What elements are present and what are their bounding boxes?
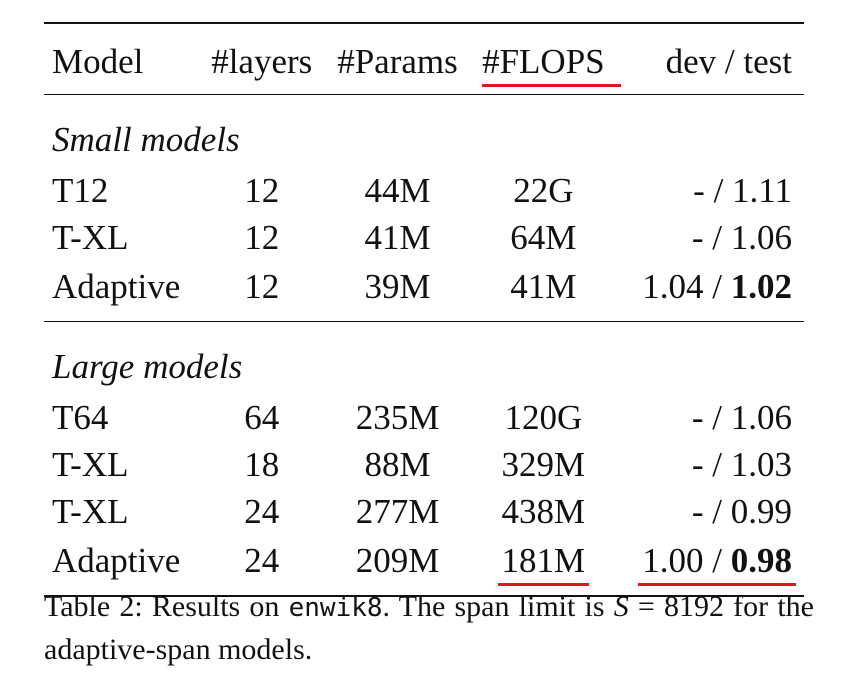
table-row: T12 12 44M 22G - / 1.11 [44, 167, 804, 214]
table-body: Small models T12 12 44M 22G - / 1.11 T-XL 12 41M… [44, 94, 804, 596]
caption-symbol: S [613, 590, 629, 623]
dev-value: - [691, 445, 704, 484]
results-table: Model #layers #Params #FLOPS dev / test … [44, 22, 804, 597]
cell-layers: 18 [244, 445, 280, 484]
header-flops-label: #FLOPS [482, 41, 621, 87]
caption-dataset: enwik8 [288, 593, 383, 623]
cell-dev-test: - / 1.06 [616, 394, 804, 441]
cell-dev-test: - / 0.99 [616, 488, 804, 535]
cell-flops: 329M [470, 441, 616, 488]
cell-params: 44M [364, 171, 431, 210]
cell-model: Adaptive [52, 266, 181, 306]
test-value: 1.02 [730, 266, 792, 306]
test-value: 1.06 [730, 398, 792, 437]
table-row: Adaptive 24 209M 181M 1.00 / 0.98 [44, 535, 804, 596]
cell-params: 209M [355, 540, 440, 580]
score-wrap: - / 1.11 [693, 171, 792, 210]
cell-layers: 64 [244, 398, 280, 437]
test-value: 0.98 [730, 540, 792, 580]
cell-dev-test: - / 1.11 [616, 167, 804, 214]
group-row: Small models [44, 94, 804, 168]
cell-flops: 64M [470, 214, 616, 261]
cell-flops-value: 41M [510, 266, 577, 306]
test-value: 1.03 [730, 445, 792, 484]
table-row: T64 64 235M 120G - / 1.06 [44, 394, 804, 441]
cell-layers: 24 [244, 492, 280, 531]
group-label: Small models [52, 120, 240, 159]
cell-flops: 41M [470, 261, 616, 322]
cell-params: 41M [364, 218, 431, 257]
cell-dev-test: 1.00 / 0.98 [616, 535, 804, 596]
cell-dev-test: - / 1.06 [616, 214, 804, 261]
header-flops: #FLOPS [470, 23, 621, 95]
dev-value: - [693, 171, 705, 210]
group-row: Large models [44, 321, 804, 395]
score-wrap: 1.04 / 1.02 [642, 267, 792, 306]
dev-value: - [691, 398, 704, 437]
group-label: Large models [52, 347, 243, 386]
header-params: #Params [337, 41, 458, 81]
cell-flops: 22G [470, 167, 616, 214]
caption-prefix: Table 2: Results on [44, 590, 289, 623]
cell-flops-value: 64M [510, 218, 577, 257]
cell-flops: 181M [470, 535, 616, 596]
cell-params: 39M [364, 266, 431, 306]
test-value: 1.11 [732, 171, 792, 210]
cell-flops: 120G [470, 394, 616, 441]
score-wrap: - / 1.06 [692, 398, 792, 437]
score-separator: / [703, 492, 731, 531]
score-wrap: - / 1.06 [692, 218, 792, 257]
cell-model: T12 [52, 171, 109, 210]
table-header-row: Model #layers #Params #FLOPS dev / test [44, 23, 804, 95]
score-separator: / [703, 218, 731, 257]
dev-value: - [691, 218, 704, 257]
score-wrap: - / 1.03 [692, 445, 792, 484]
cell-layers: 12 [244, 171, 280, 210]
caption-value: 8192 [664, 590, 724, 623]
cell-flops-value: 120G [504, 398, 583, 437]
cell-dev-test: 1.04 / 1.02 [616, 261, 804, 322]
cell-params: 235M [355, 398, 440, 437]
cell-flops-value: 329M [501, 445, 586, 484]
caption-equals: = [628, 590, 664, 623]
cell-flops-value: 438M [501, 492, 586, 531]
dev-value: 1.00 [642, 540, 704, 580]
table-row: Adaptive 12 39M 41M 1.04 / 1.02 [44, 261, 804, 322]
results-table-container: Model #layers #Params #FLOPS dev / test … [44, 22, 804, 597]
cell-flops-value: 22G [513, 171, 574, 210]
cell-model: T-XL [52, 218, 129, 257]
cell-flops-value: 181M [497, 540, 589, 586]
score-separator: / [704, 171, 733, 210]
dev-value: - [691, 492, 704, 531]
test-value: 1.06 [730, 218, 792, 257]
score-wrap: 1.00 / 0.98 [638, 540, 796, 586]
table-caption: Table 2: Results on enwik8. The span lim… [44, 586, 814, 670]
caption-suffix: for the adaptive-span models. [44, 590, 814, 666]
table-row: T-XL 24 277M 438M - / 0.99 [44, 488, 804, 535]
score-separator: / [703, 445, 731, 484]
cell-model: T-XL [52, 445, 129, 484]
cell-params: 88M [364, 445, 431, 484]
caption-middle: . The span limit is [382, 590, 614, 623]
cell-model: Adaptive [52, 540, 181, 580]
score-separator: / [703, 266, 731, 306]
cell-flops: 438M [470, 488, 616, 535]
cell-model: T64 [52, 398, 109, 437]
cell-layers: 24 [244, 540, 280, 580]
table-row: T-XL 18 88M 329M - / 1.03 [44, 441, 804, 488]
cell-model: T-XL [52, 492, 129, 531]
score-separator: / [703, 398, 731, 437]
test-value: 0.99 [730, 492, 792, 531]
cell-dev-test: - / 1.03 [616, 441, 804, 488]
score-wrap: - / 0.99 [692, 492, 792, 531]
header-layers: #layers [211, 41, 313, 81]
score-separator: / [703, 540, 731, 580]
header-model: Model [52, 41, 144, 81]
cell-layers: 12 [244, 266, 280, 306]
dev-value: 1.04 [642, 266, 704, 306]
cell-layers: 12 [244, 218, 280, 257]
header-dev-test: dev / test [665, 41, 792, 81]
cell-params: 277M [355, 492, 440, 531]
table-row: T-XL 12 41M 64M - / 1.06 [44, 214, 804, 261]
